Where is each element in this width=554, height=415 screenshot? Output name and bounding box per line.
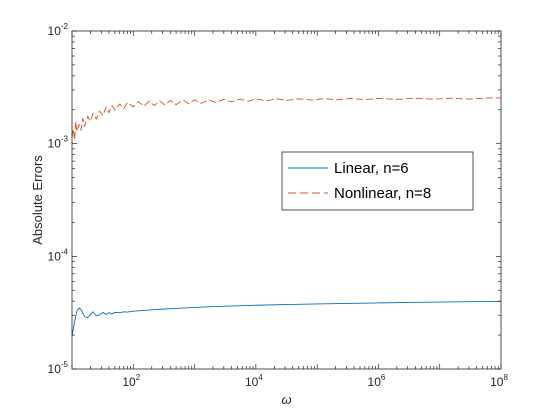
x-tick-label-base: 10 (368, 375, 382, 389)
y-tick-label-base: 10 (48, 249, 62, 263)
x-tick-label-exponent: 6 (381, 373, 386, 382)
axes-layer (71, 30, 502, 370)
x-tick-label-base: 10 (122, 375, 136, 389)
y-tick-label-exponent: -2 (61, 22, 69, 31)
legend-box (281, 151, 474, 211)
x-tick-label-base: 10 (490, 375, 504, 389)
y-tick-label-base: 10 (48, 362, 62, 376)
y-tick-label-base: 10 (48, 137, 62, 151)
y-tick-label: 10-2 (48, 22, 69, 38)
y-tick-label: 10-5 (48, 360, 69, 376)
x-axis-label: ω (281, 392, 291, 407)
series-line-0 (71, 300, 502, 337)
y-tick-label: 10-4 (48, 247, 69, 263)
x-tick-label-exponent: 2 (136, 373, 141, 382)
y-tick-label-base: 10 (48, 24, 62, 38)
x-tick-label: 102 (122, 373, 140, 389)
series-layer (71, 97, 502, 337)
legend: Linear, n=6 Nonlinear, n=8 (281, 151, 474, 211)
series-line-1 (71, 97, 502, 141)
x-tick-label-exponent: 4 (258, 373, 263, 382)
x-tick-label: 108 (490, 373, 508, 389)
legend-label-linear: Linear, n=6 (334, 160, 409, 177)
x-tick-label-exponent: 8 (503, 373, 508, 382)
y-tick-label: 10-3 (48, 135, 69, 151)
legend-label-nonlinear: Nonlinear, n=8 (334, 185, 431, 202)
y-tick-label-exponent: -4 (61, 247, 69, 256)
x-tick-label: 104 (245, 373, 263, 389)
y-axis-label: Absolute Errors (30, 155, 45, 245)
y-tick-label-exponent: -3 (61, 135, 69, 144)
x-tick-label-base: 10 (245, 375, 259, 389)
y-tick-label-exponent: -5 (61, 360, 69, 369)
axes-box (71, 30, 502, 370)
x-tick-label: 106 (368, 373, 386, 389)
